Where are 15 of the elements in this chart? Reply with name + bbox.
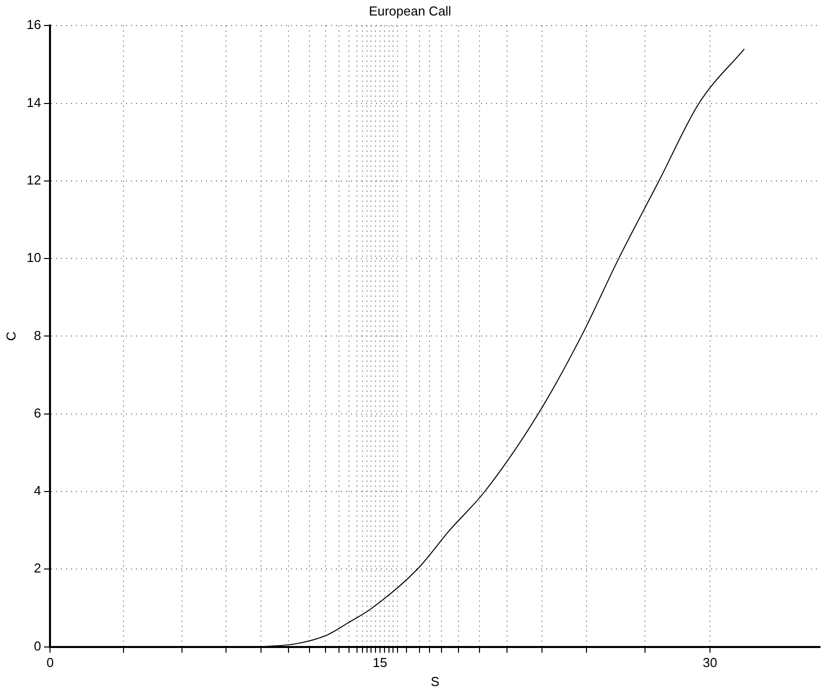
y-tick-label: 0 [34, 638, 42, 654]
y-tick-label: 16 [26, 17, 42, 32]
x-tick-label: 30 [702, 655, 718, 670]
y-tick-label: 12 [26, 172, 42, 188]
x-tick-label: 15 [372, 655, 388, 670]
x-axis-title: S [430, 674, 440, 689]
y-tick-label: 2 [34, 560, 42, 576]
x-tick-label: 0 [46, 655, 54, 670]
y-tick-label: 8 [34, 328, 42, 343]
y-tick-label: 4 [34, 483, 42, 498]
y-tick-label: 10 [26, 250, 42, 266]
y-tick-label: 14 [26, 94, 42, 110]
y-axis-title: C [3, 332, 18, 341]
chart-title: European Call [368, 3, 452, 18]
y-tick-label: 6 [34, 405, 42, 420]
